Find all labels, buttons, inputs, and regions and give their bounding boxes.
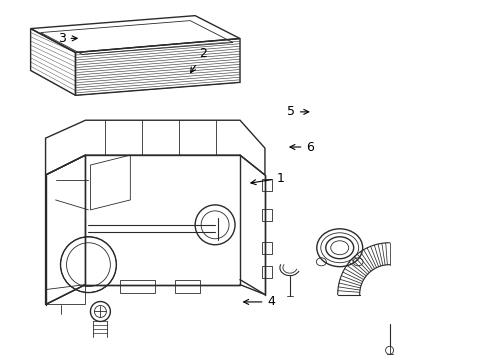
- Text: 2: 2: [190, 47, 206, 73]
- Text: 5: 5: [286, 105, 308, 118]
- Text: 3: 3: [58, 32, 77, 45]
- Text: 1: 1: [250, 172, 285, 185]
- Text: 4: 4: [243, 296, 275, 309]
- Text: 6: 6: [289, 140, 314, 153]
